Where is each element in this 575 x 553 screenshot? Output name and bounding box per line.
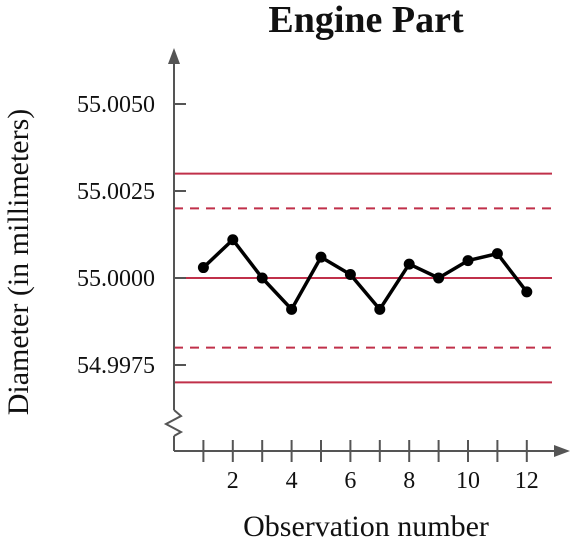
y-axis-arrow: [168, 48, 180, 64]
y-axis-title: Diameter (in millimeters): [2, 109, 35, 416]
y-tick-label: 55.0025: [77, 179, 155, 205]
y-tick-label: 54.9975: [77, 353, 155, 379]
x-tick-label: 10: [456, 468, 480, 494]
x-tick-label: 8: [403, 468, 415, 494]
x-axis-title: Observation number: [243, 510, 489, 543]
data-point: [256, 272, 268, 284]
y-tick-label: 55.0050: [77, 92, 155, 118]
data-point: [521, 286, 533, 298]
y-axis-break: [163, 409, 184, 437]
data-point: [374, 303, 386, 315]
x-tick-label: 4: [286, 468, 298, 494]
data-point: [286, 303, 298, 315]
x-tick-label: 6: [344, 468, 356, 494]
data-point: [344, 269, 356, 281]
data-point: [491, 248, 503, 260]
x-axis-arrow: [554, 445, 570, 457]
data-point: [227, 234, 239, 246]
data-point: [433, 272, 445, 284]
reference-lines: [174, 172, 552, 384]
axes: 55.0050 55.0025 55.0000 54.9975 2 4 6 8 10 12: [77, 48, 570, 494]
data-point: [462, 255, 474, 267]
series-line: [202, 237, 529, 312]
data-point: [197, 262, 209, 274]
data-point: [315, 251, 327, 263]
data-point: [403, 258, 415, 270]
series-layer: [197, 234, 533, 315]
y-tick-label: 55.0000: [77, 266, 155, 292]
chart-title: Engine Part: [268, 0, 464, 41]
x-tick-label: 12: [515, 468, 539, 494]
x-tick-label: 2: [227, 468, 239, 494]
